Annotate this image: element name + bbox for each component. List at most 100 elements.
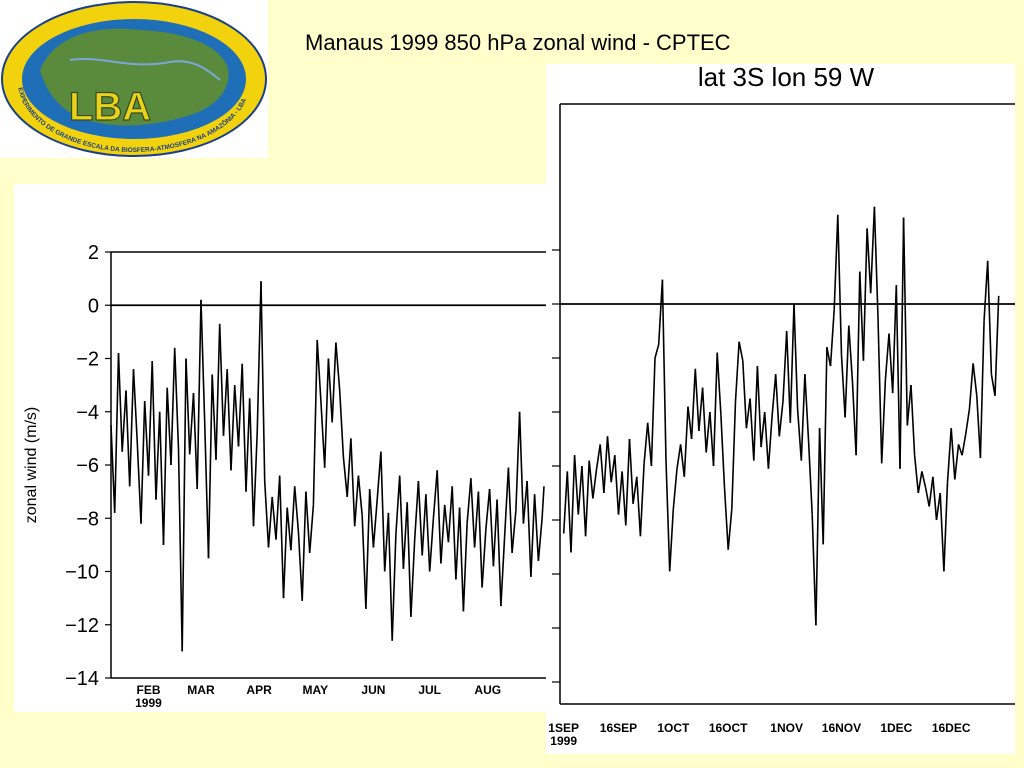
series-segment [672, 468, 678, 510]
y-tick-label: −6 [76, 455, 99, 477]
series-segment [188, 393, 195, 455]
series-segment [485, 488, 491, 529]
series-segment [954, 444, 960, 480]
series-segment [599, 444, 605, 494]
series-segment [895, 285, 901, 469]
series-segment [185, 358, 191, 455]
series-segment [477, 491, 483, 588]
series-segment [128, 369, 135, 487]
series-segment [406, 502, 412, 617]
series-segment [346, 438, 352, 497]
series-segment [260, 281, 266, 482]
series-segment [301, 491, 307, 601]
x-tick-label: 1SEP [548, 721, 579, 735]
series-segment [979, 320, 985, 458]
series-segment [395, 475, 401, 535]
series-segment [297, 531, 303, 601]
series-segment [676, 444, 682, 469]
series-segment [935, 492, 941, 521]
logo-text: LBA [69, 85, 151, 129]
series-segment [701, 387, 707, 453]
series-segment [218, 323, 225, 436]
series-segment [151, 361, 157, 500]
series-segment [961, 433, 967, 456]
series-segment [822, 347, 828, 545]
series-segment [723, 487, 729, 550]
series-segment [488, 488, 495, 567]
series-segment [679, 444, 686, 477]
series-segment [203, 422, 210, 559]
series-segment [811, 514, 817, 626]
series-segment [610, 455, 616, 483]
x-tick-label: FEB [136, 683, 160, 697]
series-segment [869, 206, 876, 294]
series-segment [910, 384, 916, 456]
series-segment [899, 217, 905, 469]
series-segment [986, 260, 993, 375]
series-segment [683, 406, 689, 477]
series-segment [492, 499, 498, 567]
series-segment [245, 398, 251, 492]
series-segment [581, 465, 587, 537]
x-tick-label: AUG [474, 683, 501, 697]
series-segment [976, 395, 982, 458]
series-segment [694, 368, 700, 431]
x-tick-label: 1OCT [657, 721, 690, 735]
y-tick-label: −10 [65, 562, 99, 584]
series-segment [665, 460, 671, 572]
series-segment [606, 436, 612, 483]
series-segment [657, 279, 664, 345]
series-segment [650, 357, 656, 467]
series-segment [173, 347, 180, 450]
series-segment [760, 411, 766, 448]
series-segment [837, 214, 843, 356]
series-segment [855, 271, 861, 456]
x-tick-label: MAR [187, 683, 215, 697]
series-segment [774, 374, 781, 437]
series-segment [466, 478, 472, 524]
series-segment [705, 411, 711, 453]
logo-land [40, 28, 229, 126]
series-segment [709, 411, 715, 467]
series-segment [368, 488, 375, 548]
series-segment [380, 451, 386, 572]
series-segment [308, 504, 315, 553]
series-segment [932, 476, 938, 521]
series-segment [518, 411, 525, 524]
series-segment [215, 323, 221, 460]
series-segment [592, 468, 598, 499]
x-tick-sublabel: 1999 [550, 734, 577, 748]
series-segment [496, 499, 502, 607]
series-segment [573, 455, 580, 515]
series-segment [338, 390, 345, 458]
series-segment [320, 401, 326, 468]
series-segment [271, 496, 277, 540]
series-segment [818, 428, 824, 545]
series-segment [451, 486, 457, 580]
series-segment [353, 475, 360, 527]
series-segment [447, 486, 453, 543]
series-segment [636, 476, 642, 537]
series-segment [731, 401, 737, 510]
series-segment [862, 228, 868, 361]
series-segment [877, 317, 883, 464]
series-segment [994, 295, 1000, 396]
series-segment [595, 444, 601, 469]
y-tick-label: −2 [76, 349, 99, 371]
series-segment [957, 444, 963, 456]
series-segment [873, 206, 879, 318]
series-segment [361, 515, 367, 609]
series-segment [917, 471, 923, 494]
y-tick-label: −14 [65, 668, 99, 690]
series-segment [323, 358, 330, 468]
series-segment [391, 534, 397, 641]
x-tick-label: JUL [418, 683, 441, 697]
chart-left-panel: 2 0 −2 −4 −6 −8 −10 −12 −14 zonal wind (m/s) FEB 19… [14, 184, 546, 712]
series-segment [241, 363, 247, 492]
series-segment [946, 428, 952, 483]
series-segment [530, 494, 536, 577]
y-tick-label: 2 [88, 242, 99, 264]
series-segment [793, 303, 799, 410]
series-segment [110, 425, 116, 513]
series-segment [413, 480, 420, 540]
